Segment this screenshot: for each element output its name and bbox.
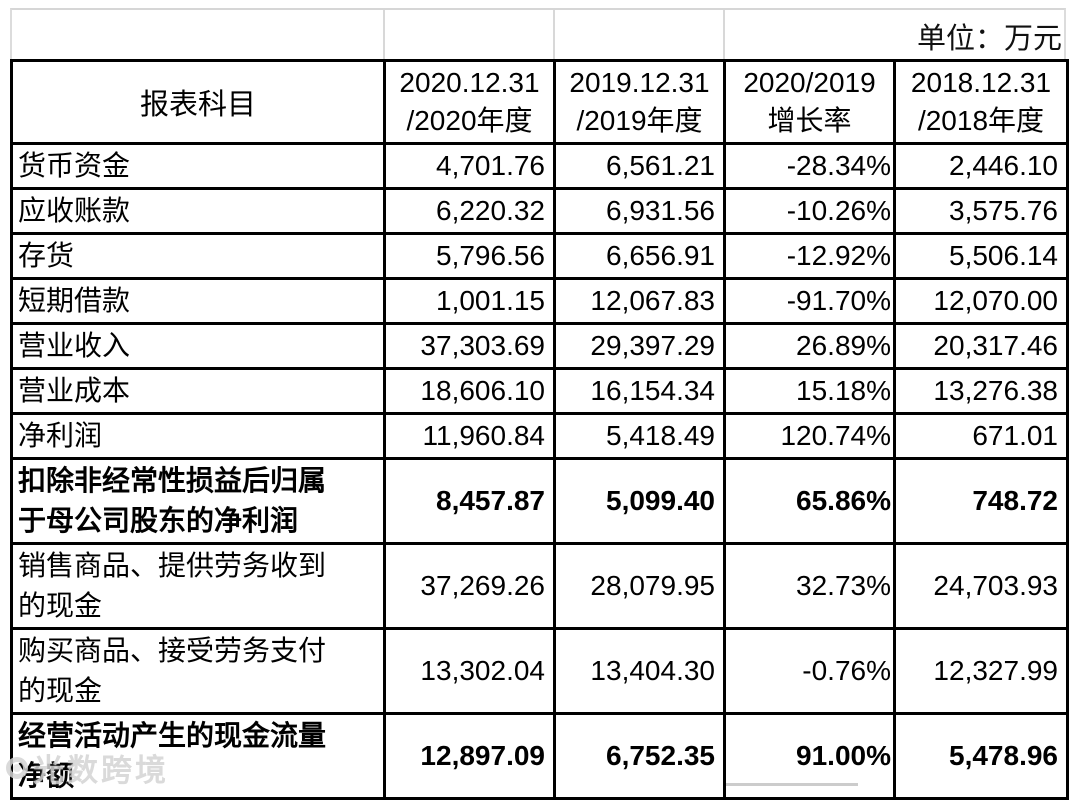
watermark-logo-icon bbox=[6, 756, 28, 779]
table-row: 短期借款 1,001.15 12,067.83 -91.70% 12,070.00 bbox=[10, 277, 1069, 325]
growth-rate-cell: -28.34% bbox=[723, 142, 896, 190]
header-line: 增长率 bbox=[767, 105, 852, 136]
value-cell: 5,418.49 bbox=[553, 412, 726, 460]
growth-rate-cell: -12.92% bbox=[723, 232, 896, 280]
table-row: 应收账款 6,220.32 6,931.56 -10.26% 3,575.76 bbox=[10, 187, 1069, 235]
value-cell: 5,099.40 bbox=[553, 457, 726, 545]
value-cell: 6,752.35 bbox=[553, 712, 726, 800]
value-cell: 5,506.14 bbox=[893, 232, 1069, 280]
row-label: 存货 bbox=[10, 232, 386, 280]
value-cell: 6,931.56 bbox=[553, 187, 726, 235]
growth-rate-cell: 32.73% bbox=[723, 542, 896, 630]
value-cell: 3,575.76 bbox=[893, 187, 1069, 235]
column-gridline bbox=[723, 10, 725, 59]
table-row: 扣除非经常性损益后归属 于母公司股东的净利润 8,457.87 5,099.40 65… bbox=[10, 457, 1069, 545]
growth-rate-cell: -91.70% bbox=[723, 277, 896, 325]
value-cell: 13,276.38 bbox=[893, 367, 1069, 415]
table-row: 营业收入 37,303.69 29,397.29 26.89% 20,317.46 bbox=[10, 322, 1069, 370]
table-row: 购买商品、接受劳务支付 的现金 13,302.04 13,404.30 -0.76% 1… bbox=[10, 627, 1069, 715]
value-cell: 18,606.10 bbox=[383, 367, 556, 415]
unit-label: 单位：万元 bbox=[916, 23, 1062, 55]
value-cell: 13,302.04 bbox=[383, 627, 556, 715]
value-cell: 12,327.99 bbox=[893, 627, 1069, 715]
growth-rate-cell: 26.89% bbox=[723, 322, 896, 370]
growth-rate-cell: -0.76% bbox=[723, 627, 896, 715]
row-label: 购买商品、接受劳务支付 的现金 bbox=[10, 627, 386, 715]
value-cell: 4,701.76 bbox=[383, 142, 556, 190]
value-cell: 16,154.34 bbox=[553, 367, 726, 415]
header-line: 2018.12.31 bbox=[910, 67, 1052, 98]
value-cell: 6,656.91 bbox=[553, 232, 726, 280]
table-row: 货币资金 4,701.76 6,561.21 -28.34% 2,446.10 bbox=[10, 142, 1069, 190]
growth-rate-cell: 65.86% bbox=[723, 457, 896, 545]
growth-rate-cell: -10.26% bbox=[723, 187, 896, 235]
unit-row: 单位：万元 bbox=[10, 8, 1066, 59]
header-line: 2020/2019 bbox=[743, 67, 876, 98]
value-cell: 28,079.95 bbox=[553, 542, 726, 630]
column-gridline bbox=[553, 10, 555, 59]
value-cell: 6,561.21 bbox=[553, 142, 726, 190]
column-gridline bbox=[383, 10, 385, 59]
table-row: 净利润 11,960.84 5,418.49 120.74% 671.01 bbox=[10, 412, 1069, 460]
table-row: 营业成本 18,606.10 16,154.34 15.18% 13,276.38 bbox=[10, 367, 1069, 415]
header-growth-rate: 2020/2019 增长率 bbox=[723, 59, 896, 145]
value-cell: 5,478.96 bbox=[893, 712, 1069, 800]
row-label: 扣除非经常性损益后归属 于母公司股东的净利润 bbox=[10, 457, 386, 545]
value-cell: 671.01 bbox=[893, 412, 1069, 460]
table-row: 经营活动产生的现金流量 净额 12,897.09 6,752.35 91.00% 5,4… bbox=[10, 712, 1069, 800]
value-cell: 37,303.69 bbox=[383, 322, 556, 370]
value-cell: 1,001.15 bbox=[383, 277, 556, 325]
header-line: 2019.12.31 bbox=[569, 67, 710, 98]
value-cell: 12,070.00 bbox=[893, 277, 1069, 325]
row-label: 销售商品、提供劳务收到 的现金 bbox=[10, 542, 386, 630]
row-label: 短期借款 bbox=[10, 277, 386, 325]
header-subject: 报表科目 bbox=[10, 59, 386, 145]
watermark: 光数跨境 bbox=[6, 745, 169, 790]
header-line: 2020.12.31 bbox=[399, 67, 540, 98]
value-cell: 37,269.26 bbox=[383, 542, 556, 630]
value-cell: 20,317.46 bbox=[893, 322, 1069, 370]
header-period-2019: 2019.12.31 /2019年度 bbox=[553, 59, 726, 145]
value-cell: 12,067.83 bbox=[553, 277, 726, 325]
report-table: 报表科目 2020.12.31 /2020年度 2019.12.31 /2019… bbox=[10, 59, 1069, 800]
value-cell: 748.72 bbox=[893, 457, 1069, 545]
row-label: 货币资金 bbox=[10, 142, 386, 190]
value-cell: 13,404.30 bbox=[553, 627, 726, 715]
growth-rate-cell: 15.18% bbox=[723, 367, 896, 415]
header-line: /2019年度 bbox=[576, 105, 703, 136]
row-label: 营业收入 bbox=[10, 322, 386, 370]
header-row: 报表科目 2020.12.31 /2020年度 2019.12.31 /2019… bbox=[10, 59, 1069, 145]
value-cell: 12,897.09 bbox=[383, 712, 556, 800]
row-label: 营业成本 bbox=[10, 367, 386, 415]
header-line: /2018年度 bbox=[917, 105, 1045, 136]
financial-report-table: 单位：万元 报表科目 2020.12.31 /2020年度 2019. bbox=[6, 8, 1069, 800]
table-row: 存货 5,796.56 6,656.91 -12.92% 5,506.14 bbox=[10, 232, 1069, 280]
value-cell: 2,446.10 bbox=[893, 142, 1069, 190]
value-cell: 5,796.56 bbox=[383, 232, 556, 280]
table-row: 销售商品、提供劳务收到 的现金 37,269.26 28,079.95 32.73% 2… bbox=[10, 542, 1069, 630]
value-cell: 29,397.29 bbox=[553, 322, 726, 370]
row-label: 净利润 bbox=[10, 412, 386, 460]
growth-rate-cell: 120.74% bbox=[723, 412, 896, 460]
value-cell: 8,457.87 bbox=[383, 457, 556, 545]
header-period-2018: 2018.12.31 /2018年度 bbox=[893, 59, 1069, 145]
value-cell: 24,703.93 bbox=[893, 542, 1069, 630]
row-label: 应收账款 bbox=[10, 187, 386, 235]
header-period-2020: 2020.12.31 /2020年度 bbox=[383, 59, 556, 145]
header-line: /2020年度 bbox=[406, 105, 533, 136]
watermark-text: 光数跨境 bbox=[33, 753, 169, 788]
value-cell: 6,220.32 bbox=[383, 187, 556, 235]
value-cell: 11,960.84 bbox=[383, 412, 556, 460]
